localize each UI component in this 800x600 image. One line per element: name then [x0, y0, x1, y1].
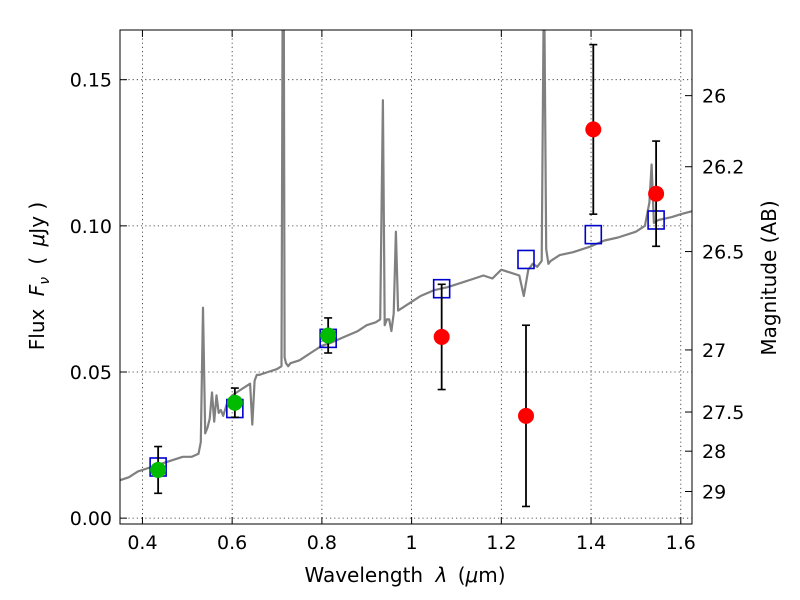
model-square-marker — [584, 224, 603, 245]
mag-tick-label: 29 — [702, 481, 726, 503]
red-data-point — [433, 328, 450, 345]
x-tick-label: 0.4 — [127, 532, 157, 554]
x-tick-label: 1.4 — [576, 532, 606, 554]
x-axis-label: Wavelength λ (μm) — [304, 563, 505, 587]
red-data-point — [585, 121, 602, 138]
mag-tick-label: 27.5 — [702, 402, 744, 424]
tick-layer: 0.4 0.6 0.8 1 1.2 1.4 1.6 0.00 0.05 0.10 0.15 26 26.… — [70, 30, 744, 554]
plot-layer — [120, 30, 692, 508]
y2-axis-label: Magnitude (AB) — [757, 200, 781, 355]
x-tick-label: 1.2 — [486, 532, 516, 554]
y-tick-label: 0.00 — [70, 508, 112, 530]
y-axis-label: Flux Fν ( μJy ) — [25, 202, 54, 350]
red-data-point — [518, 407, 535, 424]
x-tick-label: 0.8 — [307, 532, 337, 554]
mag-tick-label: 26.5 — [702, 242, 744, 264]
mag-tick-label: 26 — [702, 86, 726, 108]
model-square-marker — [517, 249, 535, 270]
mag-tick-label: 27 — [702, 340, 726, 362]
red-data-point — [648, 185, 665, 202]
mag-tick-label: 26.2 — [702, 157, 744, 179]
x-tick-label: 1.6 — [666, 532, 696, 554]
y-tick-label: 0.15 — [70, 70, 112, 92]
spectrum-line — [120, 30, 692, 482]
green-data-point — [150, 461, 167, 478]
x-tick-label: 0.6 — [217, 532, 247, 554]
green-data-point — [226, 394, 243, 411]
green-data-point — [320, 327, 337, 344]
mag-tick-label: 28 — [702, 441, 726, 463]
plot-frame — [119, 29, 693, 525]
x-tick-label: 1 — [406, 532, 418, 554]
grid-layer — [120, 30, 692, 524]
y-tick-label: 0.05 — [70, 362, 112, 384]
y-tick-label: 0.10 — [70, 216, 112, 238]
